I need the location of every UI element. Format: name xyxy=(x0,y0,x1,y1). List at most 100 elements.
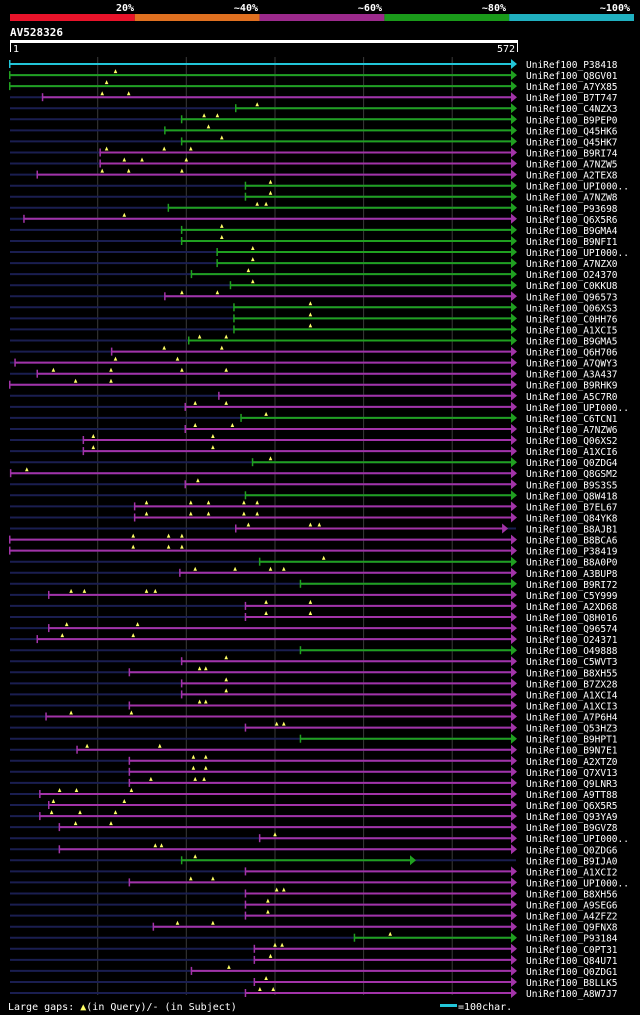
hit-row[interactable]: UniRef100_Q06XS2 xyxy=(10,434,618,447)
hit-row[interactable]: UniRef100_B9GMA4 xyxy=(10,223,618,237)
hit-id-label[interactable]: UniRef100_B8BCA6 xyxy=(526,536,618,547)
hit-row[interactable]: UniRef100_B7T747 xyxy=(10,91,618,104)
hit-id-label[interactable]: UniRef100_O49888 xyxy=(526,646,618,657)
hit-id-label[interactable]: UniRef100_A7NZW5 xyxy=(526,160,618,171)
hit-id-label[interactable]: UniRef100_C0HH76 xyxy=(526,314,618,325)
hit-row[interactable]: UniRef100_B9PEP0 xyxy=(10,113,618,126)
hit-id-label[interactable]: UniRef100_Q45HK7 xyxy=(526,137,618,148)
hit-row[interactable]: UniRef100_B9IJA0 xyxy=(10,854,618,867)
hit-row[interactable]: UniRef100_B8LLK5 xyxy=(10,976,618,989)
hit-row[interactable]: UniRef100_C5Y999 xyxy=(10,588,618,602)
hit-id-label[interactable]: UniRef100_A7NZW6 xyxy=(526,425,618,436)
hit-row[interactable]: UniRef100_B8A0P0 xyxy=(10,555,618,569)
hit-row[interactable]: UniRef100_O49888 xyxy=(10,645,618,657)
hit-row[interactable]: UniRef100_A7NZW6 xyxy=(10,423,618,436)
hit-row[interactable]: UniRef100_A2TEX8 xyxy=(10,168,618,182)
hit-id-label[interactable]: UniRef100_C0KKU8 xyxy=(526,281,618,292)
hit-id-label[interactable]: UniRef100_B9RHK9 xyxy=(526,381,618,392)
hit-id-label[interactable]: UniRef100_Q8GSM2 xyxy=(526,469,618,480)
hit-row[interactable]: UniRef100_Q06XS3 xyxy=(10,301,618,314)
hit-row[interactable]: UniRef100_C0HH76 xyxy=(10,312,618,325)
hit-id-label[interactable]: UniRef100_B8XH56 xyxy=(526,890,618,901)
hit-row[interactable]: UniRef100_A1XCI2 xyxy=(10,866,618,878)
hit-id-label[interactable]: UniRef100_A2XD68 xyxy=(526,602,618,613)
hit-row[interactable]: UniRef100_A9TT88 xyxy=(10,788,618,801)
hit-id-label[interactable]: UniRef100_B9S3S5 xyxy=(526,480,618,491)
hit-id-label[interactable]: UniRef100_A1XCI3 xyxy=(526,702,618,713)
hit-id-label[interactable]: UniRef100_P38418 xyxy=(526,60,618,71)
hit-row[interactable]: UniRef100_C6TCN1 xyxy=(10,411,618,425)
hit-id-label[interactable]: UniRef100_Q8W418 xyxy=(526,491,618,502)
hit-id-label[interactable]: UniRef100_A9TT88 xyxy=(526,790,618,801)
hit-id-label[interactable]: UniRef100_Q9FNX8 xyxy=(526,923,618,934)
hit-row[interactable]: UniRef100_A7NZW5 xyxy=(10,157,618,171)
hit-id-label[interactable]: UniRef100_Q06XS3 xyxy=(526,303,618,314)
hit-id-label[interactable]: UniRef100_B9PEP0 xyxy=(526,115,618,126)
hit-id-label[interactable]: UniRef100_Q0ZDG6 xyxy=(526,845,618,856)
hit-id-label[interactable]: UniRef100_A1XCI2 xyxy=(526,867,618,878)
hit-row[interactable]: UniRef100_O24370 xyxy=(10,268,618,281)
hit-id-label[interactable]: UniRef100_A3A437 xyxy=(526,370,618,381)
hit-id-label[interactable]: UniRef100_UPI000.. xyxy=(526,248,629,259)
hit-id-label[interactable]: UniRef100_B8LLK5 xyxy=(526,978,618,989)
hit-row[interactable]: UniRef100_Q7XV13 xyxy=(10,765,618,779)
hit-id-label[interactable]: UniRef100_B7T747 xyxy=(526,93,618,104)
hit-row[interactable]: UniRef100_P93698 xyxy=(10,201,618,215)
hit-id-label[interactable]: UniRef100_UPI000.. xyxy=(526,182,629,193)
hit-id-label[interactable]: UniRef100_Q96574 xyxy=(526,624,618,635)
hit-row[interactable]: UniRef100_B9S3S5 xyxy=(10,478,618,491)
hit-id-label[interactable]: UniRef100_A5C7R0 xyxy=(526,392,618,403)
hit-id-label[interactable]: UniRef100_B8A0P0 xyxy=(526,558,618,569)
hit-id-label[interactable]: UniRef100_Q9LNR3 xyxy=(526,779,618,790)
hit-row[interactable]: UniRef100_Q96573 xyxy=(10,290,618,303)
hit-row[interactable]: UniRef100_C4NZX3 xyxy=(10,102,618,115)
hit-row[interactable]: UniRef100_Q8H016 xyxy=(10,611,618,624)
hit-id-label[interactable]: UniRef100_B9GVZ8 xyxy=(526,823,618,834)
hit-id-label[interactable]: UniRef100_C5Y999 xyxy=(526,591,618,602)
hit-row[interactable]: UniRef100_A8W7J7 xyxy=(10,987,618,1000)
hit-row[interactable]: UniRef100_A7QWY3 xyxy=(10,356,618,370)
hit-row[interactable]: UniRef100_UPI000.. xyxy=(10,832,629,845)
hit-id-label[interactable]: UniRef100_Q96573 xyxy=(526,292,618,303)
hit-row[interactable]: UniRef100_UPI000.. xyxy=(10,246,629,259)
hit-row[interactable]: UniRef100_P38418 xyxy=(9,59,618,71)
hit-row[interactable]: UniRef100_UPI000.. xyxy=(10,179,629,193)
hit-row[interactable]: UniRef100_A7YX85 xyxy=(9,80,618,93)
hit-id-label[interactable]: UniRef100_B7ZX28 xyxy=(526,679,618,690)
hit-row[interactable]: UniRef100_A7NZX0 xyxy=(10,257,618,270)
hit-id-label[interactable]: UniRef100_A7P6H4 xyxy=(526,713,618,724)
hit-id-label[interactable]: UniRef100_B7EL67 xyxy=(526,502,618,513)
hit-row[interactable]: UniRef100_A5C7R0 xyxy=(10,390,618,403)
hit-row[interactable]: UniRef100_Q6H706 xyxy=(10,345,618,359)
hit-id-label[interactable]: UniRef100_O24371 xyxy=(526,635,618,646)
hit-id-label[interactable]: UniRef100_A1XCI6 xyxy=(526,447,618,458)
hit-row[interactable]: UniRef100_Q96574 xyxy=(10,622,618,635)
hit-id-label[interactable]: UniRef100_A1XCI5 xyxy=(526,325,618,336)
hit-row[interactable]: UniRef100_Q84U71 xyxy=(10,953,618,967)
hit-id-label[interactable]: UniRef100_A7NZW8 xyxy=(526,193,618,204)
hit-id-label[interactable]: UniRef100_A8W7J7 xyxy=(526,989,618,1000)
hit-row[interactable]: UniRef100_Q8GSM2 xyxy=(9,467,618,480)
hit-id-label[interactable]: UniRef100_A2TEX8 xyxy=(526,171,618,182)
hit-row[interactable]: UniRef100_Q0ZDG1 xyxy=(10,964,618,978)
hit-id-label[interactable]: UniRef100_A3BUP8 xyxy=(526,569,618,580)
hit-id-label[interactable]: UniRef100_B9NFI1 xyxy=(526,237,618,248)
hit-id-label[interactable]: UniRef100_A7YX85 xyxy=(526,82,618,93)
hit-row[interactable]: UniRef100_B8XH56 xyxy=(10,887,618,901)
hit-row[interactable]: UniRef100_B7ZX28 xyxy=(10,677,618,690)
hit-row[interactable]: UniRef100_A4ZFZ2 xyxy=(10,909,618,923)
hit-id-label[interactable]: UniRef100_C5WVT3 xyxy=(526,657,618,668)
hit-row[interactable]: UniRef100_B9HPT1 xyxy=(10,733,618,746)
hit-row[interactable]: UniRef100_A2XTZ0 xyxy=(10,754,618,768)
hit-id-label[interactable]: UniRef100_B8XH55 xyxy=(526,668,618,679)
hit-id-label[interactable]: UniRef100_B9IJA0 xyxy=(526,856,618,867)
hit-row[interactable]: UniRef100_C0KKU8 xyxy=(10,279,618,292)
hit-row[interactable]: UniRef100_P38419 xyxy=(9,544,618,558)
hit-id-label[interactable]: UniRef100_Q45HK6 xyxy=(526,126,618,137)
hit-id-label[interactable]: UniRef100_UPI000.. xyxy=(526,878,629,889)
hit-row[interactable]: UniRef100_Q53HZ3 xyxy=(10,721,618,735)
hit-row[interactable]: UniRef100_A1XCI3 xyxy=(10,699,618,713)
hit-row[interactable]: UniRef100_C5WVT3 xyxy=(10,655,618,668)
hit-id-label[interactable]: UniRef100_A9SEG6 xyxy=(526,901,618,912)
hit-id-label[interactable]: UniRef100_P93184 xyxy=(526,934,618,945)
